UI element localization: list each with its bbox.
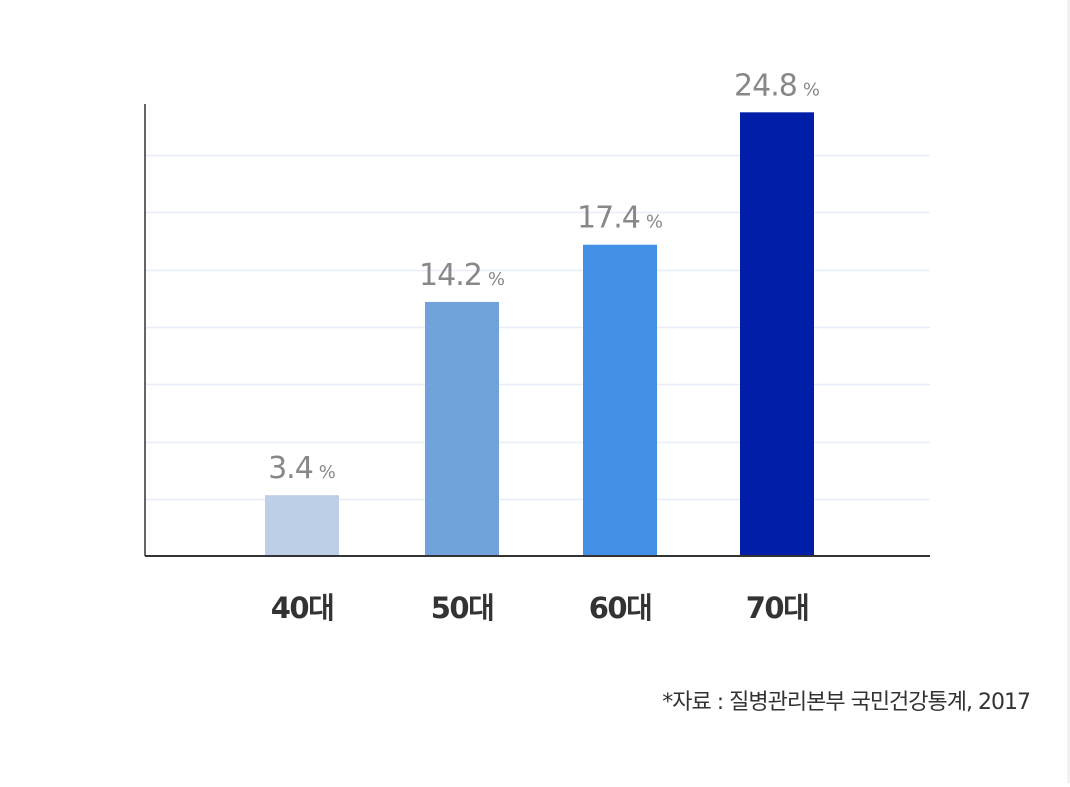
axes [144,104,930,557]
x-tick-label: 50대 [431,591,494,625]
value-unit: % [319,462,336,483]
x-tick-label: 60대 [589,591,652,625]
value-label: 3.4% [268,451,336,486]
x-tick-label: 70대 [746,591,809,625]
value-labels: 3.4 %14.2 %17.4 %24.8% [268,68,820,486]
value-label: 24.8% [734,68,820,103]
value-label: 17.4% [577,201,663,236]
value-number: 14.2 [419,258,482,293]
bars [265,112,814,556]
x-tick-labels: 40대 50대 60대 70대 [271,591,810,625]
value-number: 3.4 [268,451,313,486]
source-note: *자료 : 질병관리본부 국민건강통계, 2017 [662,690,1031,715]
value-unit: % [646,212,663,233]
x-tick-label: 40대 [271,591,334,625]
bar [583,244,657,556]
bar [265,495,339,556]
right-edge-divider [1067,0,1070,783]
value-unit: % [488,269,505,290]
bar [740,112,814,556]
value-number: 24.8 [734,68,797,103]
bar [425,301,499,556]
value-label: 14.2% [419,258,505,293]
value-number: 17.4 [577,201,640,236]
value-unit: % [803,79,820,100]
